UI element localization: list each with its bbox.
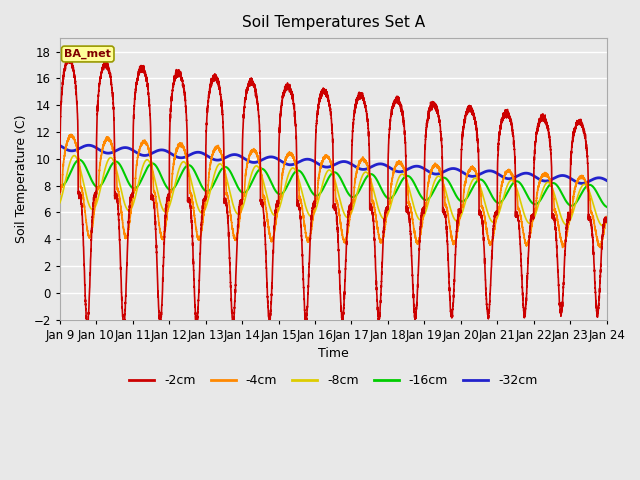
- Legend: -2cm, -4cm, -8cm, -16cm, -32cm: -2cm, -4cm, -8cm, -16cm, -32cm: [124, 370, 543, 392]
- Title: Soil Temperatures Set A: Soil Temperatures Set A: [242, 15, 425, 30]
- X-axis label: Time: Time: [318, 348, 349, 360]
- Text: BA_met: BA_met: [65, 49, 111, 59]
- Y-axis label: Soil Temperature (C): Soil Temperature (C): [15, 115, 28, 243]
